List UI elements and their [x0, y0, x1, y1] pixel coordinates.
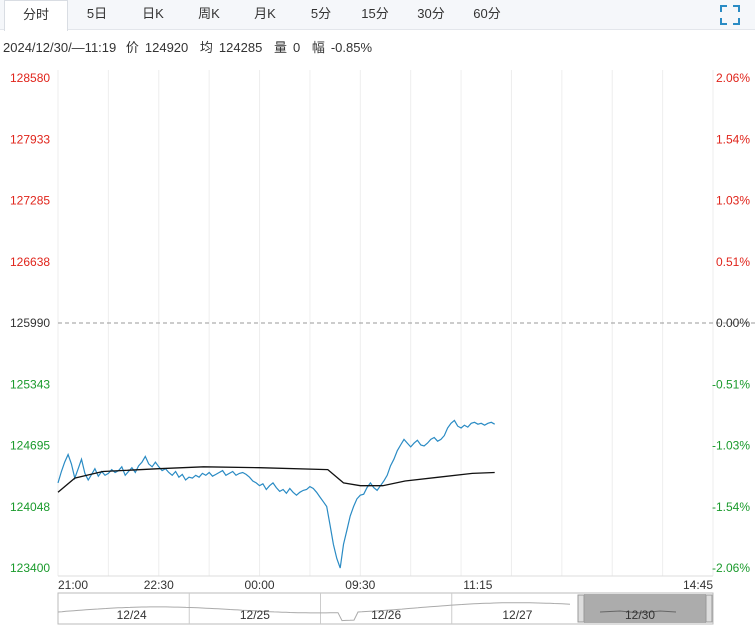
info-vol-label: 量 [273, 40, 287, 55]
info-chg-label: 幅 [311, 40, 325, 55]
x-tick-label: 09:30 [345, 578, 375, 592]
x-tick-label: 14:45 [683, 578, 713, 592]
y-tick-right: -2.06% [712, 561, 750, 575]
x-tick-label: 00:00 [245, 578, 275, 592]
x-tick-label: 22:30 [144, 578, 174, 592]
tab-30分[interactable]: 30分 [417, 6, 445, 21]
tab-5分[interactable]: 5分 [310, 6, 332, 21]
navigator-date-label: 12/24 [117, 608, 147, 622]
navigator-date-label: 12/30 [625, 608, 655, 622]
y-tick-right: 1.54% [716, 132, 750, 146]
tab-60分[interactable]: 60分 [473, 6, 501, 21]
info-chg: -0.85% [330, 40, 373, 55]
y-tick-right: -1.03% [712, 439, 750, 453]
info-avg: 124285 [218, 40, 263, 55]
y-tick-left: 127285 [10, 194, 50, 208]
tab-5日[interactable]: 5日 [86, 6, 108, 21]
info-avg-label: 均 [199, 40, 213, 55]
tab-月K[interactable]: 月K [254, 6, 276, 21]
fullscreen-icon[interactable] [719, 4, 741, 26]
navigator-selected-trend [599, 610, 677, 614]
y-tick-right: 0.51% [716, 255, 750, 269]
y-tick-left: 125343 [10, 377, 50, 391]
info-price-label: 价 [125, 40, 139, 55]
info-price: 124920 [144, 40, 189, 55]
y-tick-left: 128580 [10, 71, 50, 85]
y-tick-left: 123400 [10, 561, 50, 575]
y-tick-left: 124695 [10, 439, 50, 453]
info-vol: 0 [292, 40, 301, 55]
y-tick-left: 126638 [10, 255, 50, 269]
tab-周K[interactable]: 周K [198, 6, 220, 21]
x-tick-label: 11:15 [463, 578, 492, 592]
tab-分时[interactable]: 分时 [4, 0, 68, 31]
y-tick-right: -1.54% [712, 500, 750, 514]
info-datetime: 2024/12/30/—11:19 [3, 40, 117, 55]
average-price-line [57, 466, 495, 493]
navigator-date-label: 12/25 [240, 608, 270, 622]
y-tick-right: -0.51% [712, 377, 750, 391]
y-tick-right: 2.06% [716, 71, 750, 85]
y-tick-left: 124048 [10, 500, 50, 514]
y-tick-left: 125990 [10, 316, 50, 330]
tab-日K[interactable]: 日K [142, 6, 164, 21]
y-tick-left: 127933 [10, 132, 50, 146]
navigator-right-handle[interactable] [705, 594, 713, 623]
x-tick-label: 21:00 [58, 578, 88, 592]
y-tick-right: 0.00% [716, 316, 750, 330]
navigator-date-label: 12/27 [502, 608, 532, 622]
tab-15分[interactable]: 15分 [361, 6, 389, 21]
navigator-date-label: 12/26 [371, 608, 401, 622]
navigator-trend-line [57, 602, 571, 622]
period-tab-bar: 分时 5日 日K 周K 月K 5分 15分 30分 60分 [0, 0, 755, 31]
y-tick-right: 1.03% [716, 194, 750, 208]
navigator-selected-range [584, 594, 706, 623]
navigator-left-handle[interactable] [577, 594, 585, 623]
price-line [57, 419, 495, 569]
